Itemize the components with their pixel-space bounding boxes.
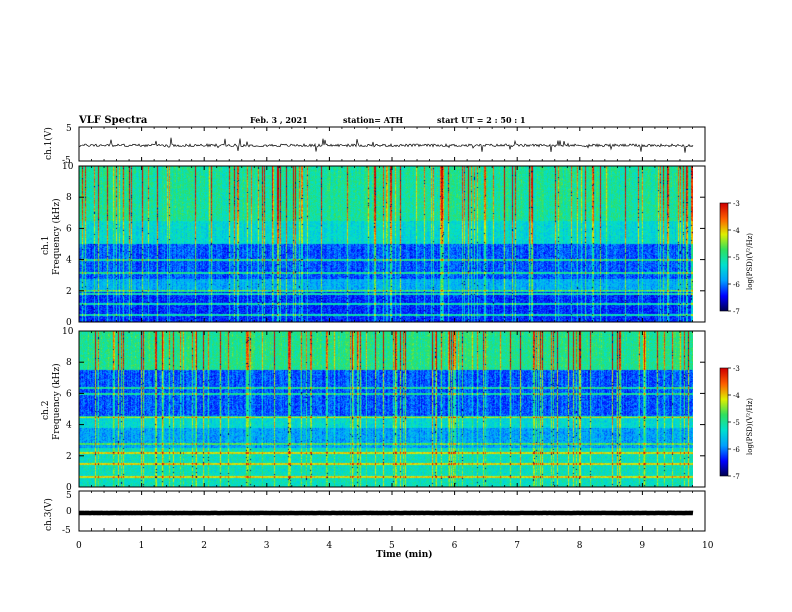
- x-tick-label: 5: [389, 541, 395, 551]
- figure-title: VLF Spectra: [78, 115, 148, 126]
- ch3-ylabel: ch.3(V): [43, 498, 54, 531]
- y-tick-label: 8: [66, 358, 72, 368]
- station-label: station= ATH: [343, 115, 403, 125]
- colorbar-tick-label: -4: [733, 227, 740, 235]
- ch1-ytick-bottom: -5: [62, 156, 71, 166]
- x-tick-label: 9: [639, 541, 645, 551]
- y-tick-label: 10: [62, 162, 74, 172]
- ch1-colorbar-label: log(PSD)(V²/Hz): [746, 233, 754, 290]
- start-time-label: start UT = 2 : 50 : 1: [437, 115, 526, 125]
- colorbar-tick-label: -3: [733, 365, 740, 373]
- y-tick-label: 4: [66, 256, 72, 266]
- x-axis: 0 1 2 3 4 5 6 7 8 9 10: [76, 127, 714, 551]
- ch2-colorbar-gradient: [720, 368, 728, 476]
- x-tick-label: 6: [452, 541, 458, 551]
- colorbar-tick-label: -7: [733, 473, 740, 481]
- colorbar-tick-label: -5: [733, 254, 740, 262]
- ch2-spectrogram-panel: 0 2 4 6 8 10 ch.2 Frequency (kHz): [41, 327, 706, 493]
- y-tick-label: 2: [66, 452, 72, 462]
- ch2-ylabel-line2: Frequency (kHz): [51, 363, 62, 440]
- ch1-ylabel-line2: Frequency (kHz): [51, 198, 62, 275]
- colorbar-tick-label: -3: [733, 200, 740, 208]
- ch2-spectrogram-heatmap: [79, 331, 693, 487]
- y-tick-label: 6: [66, 389, 72, 399]
- ch3-ytick-top: 5: [66, 491, 72, 501]
- colorbar-tick-label: -5: [733, 419, 740, 427]
- ch1-waveform-panel: 5 -5 ch.1(V): [43, 124, 706, 166]
- x-tick-label: 3: [264, 541, 270, 551]
- y-tick-label: 10: [62, 327, 74, 337]
- ch2-colorbar: -3 -4 -5 -6 -7 log(PSD)(V²/Hz): [719, 365, 754, 481]
- colorbar-tick-label: -6: [733, 446, 740, 454]
- ch3-waveform-panel: 5 0 -5 ch.3(V): [43, 490, 706, 536]
- ch1-colorbar: -3 -4 -5 -6 -7 log(PSD)(V²/Hz): [719, 200, 754, 316]
- y-tick-label: 0: [66, 318, 72, 328]
- ch1-ytick-top: 5: [66, 124, 72, 134]
- x-tick-label: 8: [577, 541, 583, 551]
- colorbar-tick-label: -7: [733, 308, 740, 316]
- y-tick-label: 2: [66, 287, 72, 297]
- ch2-ylabel-line1: ch.2: [41, 401, 51, 420]
- ch3-ytick-bottom: -5: [62, 526, 71, 536]
- x-tick-label: 10: [702, 541, 714, 551]
- y-tick-label: 4: [66, 421, 72, 431]
- ch1-colorbar-gradient: [720, 203, 728, 311]
- x-tick-label: 2: [201, 541, 207, 551]
- x-axis-label: Time (min): [376, 549, 433, 560]
- ch1-spectrogram-heatmap: [79, 166, 693, 322]
- date-label: Feb. 3 , 2021: [250, 115, 308, 125]
- ch3-ytick-mid: 0: [66, 507, 72, 517]
- y-tick-label: 8: [66, 193, 72, 203]
- ch1-ylabel: ch.1(V): [43, 127, 54, 160]
- ch1-ylabel-line1: ch.1: [41, 236, 51, 255]
- y-tick-label: 0: [66, 483, 72, 493]
- colorbar-tick-label: -6: [733, 281, 740, 289]
- ch2-colorbar-label: log(PSD)(V²/Hz): [746, 398, 754, 455]
- x-tick-label: 7: [514, 541, 520, 551]
- ch1-spectrogram-panel: 0 2 4 6 8 10 ch.1 Frequency (kHz): [41, 162, 706, 328]
- x-tick-label: 1: [139, 541, 145, 551]
- y-tick-label: 6: [66, 224, 72, 234]
- x-tick-label: 4: [326, 541, 332, 551]
- colorbar-tick-label: -4: [733, 392, 740, 400]
- x-tick-label: 0: [76, 541, 82, 551]
- ch1-waveform-line: [78, 137, 694, 153]
